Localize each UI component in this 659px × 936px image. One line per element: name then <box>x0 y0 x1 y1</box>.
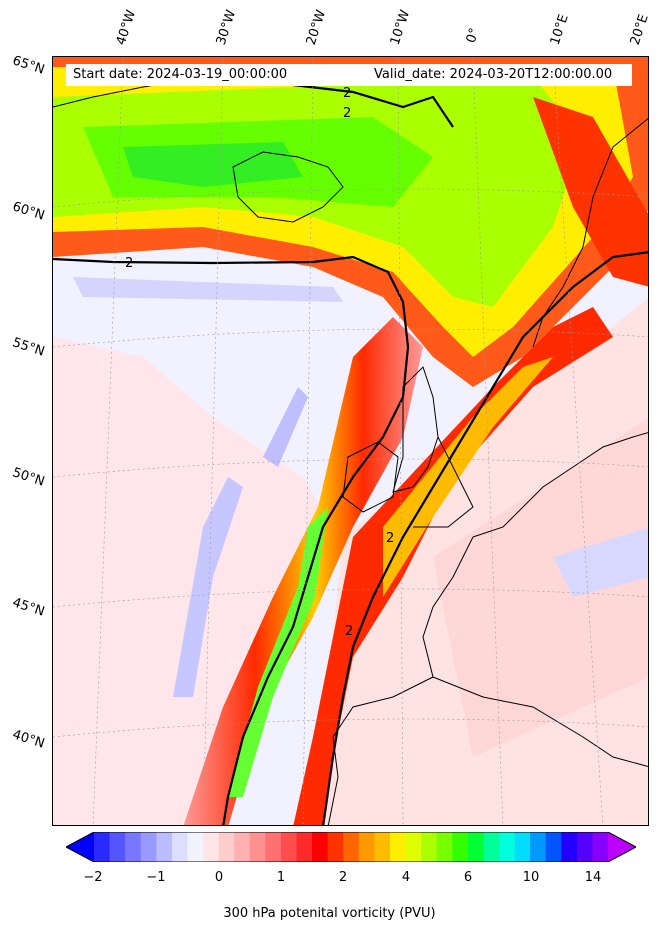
coastlines <box>53 76 648 825</box>
lon-label-20w: 20°W <box>303 8 330 47</box>
lon-label-40w: 40°W <box>113 8 140 47</box>
colorbar-cell <box>514 832 531 862</box>
colorbar-cell <box>592 832 609 862</box>
colorbar-tick: 6 <box>463 870 473 885</box>
colorbar-cell <box>296 832 313 862</box>
colorbar-tick: 2 <box>338 870 348 885</box>
graticule-lon-0 <box>472 57 504 825</box>
colorbar-cell <box>94 832 111 862</box>
pv-streamer-green-core <box>228 507 328 797</box>
pv-pink-iberia <box>433 418 648 757</box>
colorbar-cell <box>280 832 297 862</box>
ireland-coast <box>342 441 399 513</box>
contour-label: 2 <box>343 106 351 121</box>
colorbar-tick: 4 <box>401 870 411 885</box>
pv-pink-west <box>53 337 333 825</box>
map-panel[interactable]: 2 2 2 2 2 <box>52 56 649 826</box>
europe-north-coast <box>472 432 648 538</box>
colorbar-cell <box>436 832 453 862</box>
colorbar-cell <box>203 832 220 862</box>
england-coast <box>413 436 474 528</box>
colorbar-extend-min <box>66 832 94 862</box>
colorbar-cell <box>265 832 282 862</box>
colorbar-cell <box>312 832 329 862</box>
colorbar-cell <box>452 832 469 862</box>
colorbar-tick: −2 <box>83 870 103 885</box>
lon-label-10w: 10°W <box>387 8 414 47</box>
graticule-lon-10e <box>552 57 604 825</box>
lon-label-0: 0° <box>463 26 483 45</box>
pv-blue-streak-3 <box>73 277 343 302</box>
colorbar-cell <box>140 832 157 862</box>
lon-label-20e: 20°E <box>627 12 652 48</box>
colorbar-cell <box>467 832 484 862</box>
scotland-england-coast <box>392 366 439 493</box>
lat-label-50n: 50°N <box>10 465 47 490</box>
graticule-lon-20w <box>302 57 314 825</box>
colorbar-tick: −1 <box>146 870 166 885</box>
colorbar-cell <box>171 832 188 862</box>
pv-norway-red <box>533 97 648 287</box>
contour-label: 2 <box>345 624 353 639</box>
lat-label-65n: 65°N <box>10 53 47 78</box>
colorbar-cell <box>374 832 391 862</box>
colorbar-cells <box>66 832 636 862</box>
contour-label: 2 <box>343 86 351 101</box>
lat-label-60n: 60°N <box>10 199 47 224</box>
colorbar-cell <box>234 832 251 862</box>
pv-jet-east <box>293 307 613 825</box>
pv-field-map: 2 2 2 2 2 <box>53 57 648 825</box>
pv2-contour-west <box>53 255 410 825</box>
colorbar <box>66 832 636 862</box>
lat-label-40n: 40°N <box>10 727 47 752</box>
colorbar-tick: 14 <box>584 870 602 885</box>
colorbar-cell <box>405 832 422 862</box>
colorbar-cell <box>218 832 235 862</box>
iceland-coast <box>232 151 344 223</box>
graticule <box>53 57 648 825</box>
colorbar-extend-max <box>608 832 636 862</box>
iberia-coast <box>327 676 434 825</box>
colorbar-cell <box>358 832 375 862</box>
contour-label: 2 <box>386 531 394 546</box>
colorbar-tick: 10 <box>522 870 540 885</box>
colorbar-cell <box>576 832 593 862</box>
lon-label-10e: 10°E <box>547 12 572 48</box>
lon-label-30w: 30°W <box>213 8 240 47</box>
lat-label-55n: 55°N <box>10 335 47 360</box>
graticule-lon-10w <box>397 57 404 825</box>
lat-label-45n: 45°N <box>10 595 47 620</box>
colorbar-cell <box>545 832 562 862</box>
start-date-text: Start date: 2024-03-19_00:00:00 <box>73 67 288 82</box>
pv-blue-streak-2 <box>263 387 308 467</box>
norway-coast <box>532 117 648 348</box>
colorbar-cell <box>421 832 438 862</box>
colorbar-cell <box>109 832 126 862</box>
graticule-lon-30w <box>202 57 224 825</box>
pv-blue-streak-4 <box>553 527 648 597</box>
colorbar-tick: 1 <box>276 870 286 885</box>
colorbar-cell <box>343 832 360 862</box>
colorbar-cell <box>530 832 547 862</box>
france-west-coast <box>422 536 474 678</box>
colorbar-tick: 0 <box>214 870 224 885</box>
colorbar-cell <box>389 832 407 862</box>
colorbar-cell <box>327 832 344 862</box>
colorbar-cell <box>187 832 204 862</box>
pv-north-green-core <box>123 142 303 187</box>
date-header-box <box>66 64 632 86</box>
pv2-contour-north <box>292 83 454 128</box>
pv2-contour-east <box>322 251 648 825</box>
colorbar-cell <box>249 832 266 862</box>
colorbar-cell <box>498 832 516 862</box>
colorbar-label: 300 hPa potenital vorticity (PVU) <box>223 906 436 921</box>
colorbar-cell <box>561 832 578 862</box>
colorbar-cell <box>156 832 173 862</box>
colorbar-cell <box>125 832 142 862</box>
pv-blue-streak-1 <box>173 477 243 697</box>
graticule-lon-40w <box>92 57 124 825</box>
colorbar-cell <box>483 832 500 862</box>
contour-label: 2 <box>125 256 133 271</box>
valid-date-text: Valid_date: 2024-03-20T12:00:00.00 <box>374 67 613 82</box>
